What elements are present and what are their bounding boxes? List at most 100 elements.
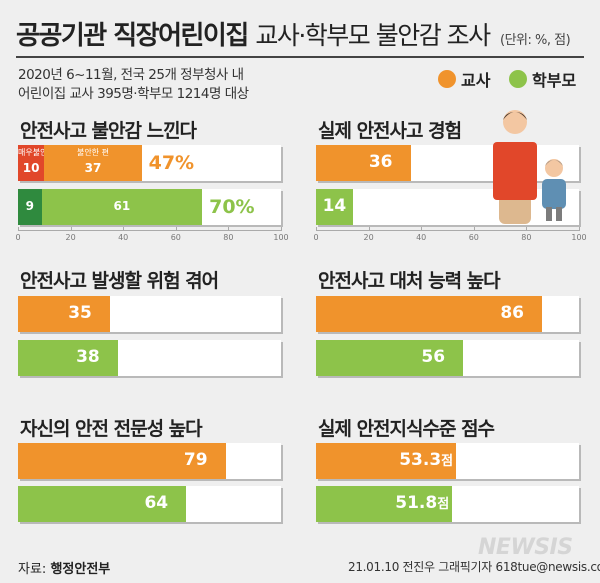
meta-line-2: 어린이집 교사 395명·학부모 1214명 대상 — [18, 86, 249, 102]
chart-2-tick-label-0: 0 — [313, 233, 319, 242]
chart-5-bar-value-2: 64 — [126, 493, 186, 513]
chart-6-title: 실제 안전지식수준 점수 — [318, 418, 495, 440]
chart-2-axis — [316, 230, 579, 231]
meta-line-1: 2020년 6~11월, 전국 25개 정부청사 내 — [18, 67, 244, 83]
chart-2-bar-value-1: 36 — [351, 152, 411, 172]
chart-1-tick-4 — [228, 227, 230, 231]
chart-1-tick-label-1: 20 — [65, 233, 76, 242]
legend-teacher-swatch — [438, 70, 456, 88]
chart-2-value-number-1: 36 — [368, 152, 393, 172]
chart-4-bar-1 — [316, 296, 543, 332]
chart-3-bar-value-2: 38 — [58, 347, 118, 367]
chart-6-value-number-2: 51.8 — [395, 493, 438, 513]
chart-3-title: 안전사고 발생할 위험 겪어 — [20, 270, 219, 292]
chart-5-title: 자신의 안전 전문성 높다 — [20, 418, 203, 440]
chart-1-tick-2 — [123, 227, 125, 231]
chart-1-total-1: 47% — [148, 152, 195, 174]
chart-1-seg-value-1-2: 37 — [84, 161, 102, 175]
chart-3-bar-value-1: 35 — [50, 303, 110, 323]
child-leg-icon-2 — [556, 207, 562, 221]
chart-3-value-number-1: 35 — [68, 303, 92, 323]
chart-1-axis — [18, 230, 281, 231]
credit: 21.01.10 전진우 그래픽기자 618tue@newsis.com — [348, 560, 600, 574]
chart-4-bar-2 — [316, 340, 464, 376]
chart-1-title: 안전사고 불안감 느낀다 — [20, 120, 197, 142]
chart-1-seg-value-2-2: 61 — [113, 199, 131, 213]
chart-6-bar-1 — [316, 443, 457, 479]
chart-1-seg-label-1: 매우불안 — [18, 148, 48, 157]
legend-parent-label: 학부모 — [532, 71, 577, 90]
source-name: 행정안전부 — [50, 562, 111, 577]
chart-2-bar-2 — [316, 189, 353, 225]
teacher-parent-illustration — [493, 110, 566, 224]
chart-1-total-2: 70% — [209, 196, 255, 218]
chart-3-value-number-2: 38 — [76, 347, 100, 367]
chart-1-tick-1 — [70, 227, 72, 231]
child-body-icon — [542, 179, 566, 209]
chart-5-bar-2 — [18, 486, 187, 522]
chart-2-value-number-2: 14 — [322, 196, 347, 216]
chart-5-bar-value-1: 79 — [166, 450, 226, 470]
chart-3-bar-2 — [18, 340, 118, 376]
chart-2-tick-label-3: 60 — [468, 233, 479, 242]
child-head-icon — [545, 159, 563, 177]
chart-2-tick-3 — [473, 227, 475, 231]
chart-3-bar-1 — [18, 296, 111, 332]
chart-2-tick-5 — [579, 227, 580, 231]
chart-1-tick-label-0: 0 — [15, 233, 21, 242]
title-sub: 교사·학부모 불안감 조사 — [255, 21, 491, 50]
legend-parent: 학부모 — [509, 67, 576, 91]
chart-1-bar-2-seg-1 — [18, 189, 42, 225]
newsis-logo: NEWSIS — [478, 535, 573, 560]
chart-2-tick-0 — [316, 227, 317, 231]
teacher-apron-icon — [493, 142, 537, 200]
chart-2-tick-2 — [421, 227, 423, 231]
chart-1-tick-label-4: 80 — [223, 233, 234, 242]
chart-5-bar-1 — [18, 443, 226, 479]
chart-1-tick-5 — [281, 227, 282, 231]
legend-teacher-label: 교사 — [461, 71, 491, 90]
chart-1-seg-value-2-1: 9 — [25, 199, 34, 213]
chart-1-bar-2-seg-2 — [41, 189, 203, 225]
chart-1-tick-label-5: 100 — [273, 233, 289, 242]
legend-teacher: 교사 — [438, 67, 490, 91]
teacher-head-icon — [503, 110, 527, 134]
chart-2-tick-label-5: 100 — [571, 233, 587, 242]
teacher-hair-icon — [503, 112, 527, 120]
legend-parent-swatch — [509, 70, 527, 88]
chart-2-tick-label-1: 20 — [363, 233, 374, 242]
chart-4-value-number-1: 86 — [500, 303, 524, 323]
source: 자료: 행정안전부 — [18, 558, 110, 577]
chart-4-value-number-2: 56 — [421, 347, 446, 367]
child-hair-icon — [545, 160, 563, 166]
chart-6-bar-value-2: 51.8점 — [392, 493, 452, 513]
chart-2-bar-value-2: 14 — [316, 196, 353, 216]
chart-6-value-unit-1: 점 — [441, 454, 454, 469]
chart-6-bar-value-1: 53.3점 — [396, 450, 456, 470]
page-title: 공공기관 직장어린이집 교사·학부모 불안감 조사 — [16, 15, 491, 52]
chart-1-seg-value-1-1: 10 — [22, 161, 40, 175]
chart-4-bar-value-2: 56 — [403, 347, 463, 367]
title-main: 공공기관 직장어린이집 — [16, 21, 249, 51]
chart-1-seg-label-2: 불안한 편 — [76, 148, 109, 157]
chart-1-tick-label-2: 40 — [118, 233, 129, 242]
chart-6-bar-2 — [316, 486, 453, 522]
title-rule — [16, 56, 584, 58]
child-leg-icon — [546, 207, 552, 221]
chart-2-title: 실제 안전사고 경험 — [318, 120, 462, 142]
chart-1-tick-label-3: 60 — [170, 233, 181, 242]
unit-label: (단위: %, 점) — [500, 33, 571, 48]
source-label: 자료: — [18, 562, 47, 577]
chart-1-tick-0 — [18, 227, 19, 231]
chart-1-bar-1-seg-1 — [18, 145, 45, 181]
chart-5-value-number-1: 79 — [183, 450, 208, 470]
chart-6-value-number-1: 53.3 — [399, 450, 442, 470]
chart-4-bar-value-1: 86 — [482, 303, 542, 323]
chart-2-bar-1 — [316, 145, 411, 181]
chart-1-bar-1-seg-2 — [44, 145, 142, 181]
chart-5-value-number-2: 64 — [144, 493, 169, 513]
chart-2-tick-1 — [368, 227, 370, 231]
chart-1-tick-3 — [175, 227, 177, 231]
chart-6-value-unit-2: 점 — [437, 497, 450, 512]
